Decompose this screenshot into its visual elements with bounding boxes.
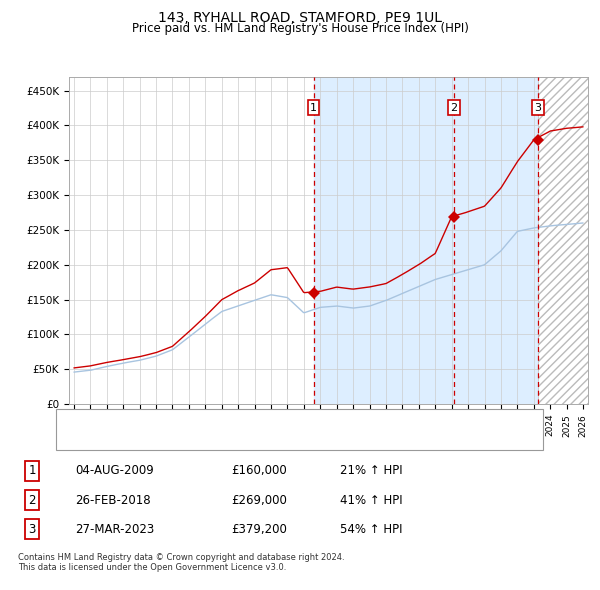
- Text: 143, RYHALL ROAD, STAMFORD, PE9 1UL (semi-detached house): 143, RYHALL ROAD, STAMFORD, PE9 1UL (sem…: [97, 415, 433, 424]
- Text: HPI: Average price, semi-detached house, South Kesteven: HPI: Average price, semi-detached house,…: [97, 437, 400, 447]
- Text: Contains HM Land Registry data © Crown copyright and database right 2024.: Contains HM Land Registry data © Crown c…: [18, 553, 344, 562]
- Text: 2: 2: [450, 103, 457, 113]
- Bar: [314, 77, 538, 404]
- Text: 143, RYHALL ROAD, STAMFORD, PE9 1UL: 143, RYHALL ROAD, STAMFORD, PE9 1UL: [158, 11, 442, 25]
- Text: 21% ↑ HPI: 21% ↑ HPI: [340, 464, 403, 477]
- Text: This data is licensed under the Open Government Licence v3.0.: This data is licensed under the Open Gov…: [18, 563, 286, 572]
- Bar: [538, 77, 591, 404]
- Text: £379,200: £379,200: [231, 523, 287, 536]
- Text: 3: 3: [28, 523, 36, 536]
- Text: 41% ↑ HPI: 41% ↑ HPI: [340, 493, 403, 507]
- Text: 54% ↑ HPI: 54% ↑ HPI: [340, 523, 403, 536]
- Text: Price paid vs. HM Land Registry's House Price Index (HPI): Price paid vs. HM Land Registry's House …: [131, 22, 469, 35]
- Text: 27-MAR-2023: 27-MAR-2023: [76, 523, 155, 536]
- Text: 26-FEB-2018: 26-FEB-2018: [76, 493, 151, 507]
- Text: £160,000: £160,000: [231, 464, 287, 477]
- Text: 3: 3: [534, 103, 541, 113]
- Text: 1: 1: [310, 103, 317, 113]
- Text: 1: 1: [28, 464, 36, 477]
- Text: £269,000: £269,000: [231, 493, 287, 507]
- Text: 04-AUG-2009: 04-AUG-2009: [76, 464, 154, 477]
- Text: 2: 2: [28, 493, 36, 507]
- FancyBboxPatch shape: [56, 409, 542, 450]
